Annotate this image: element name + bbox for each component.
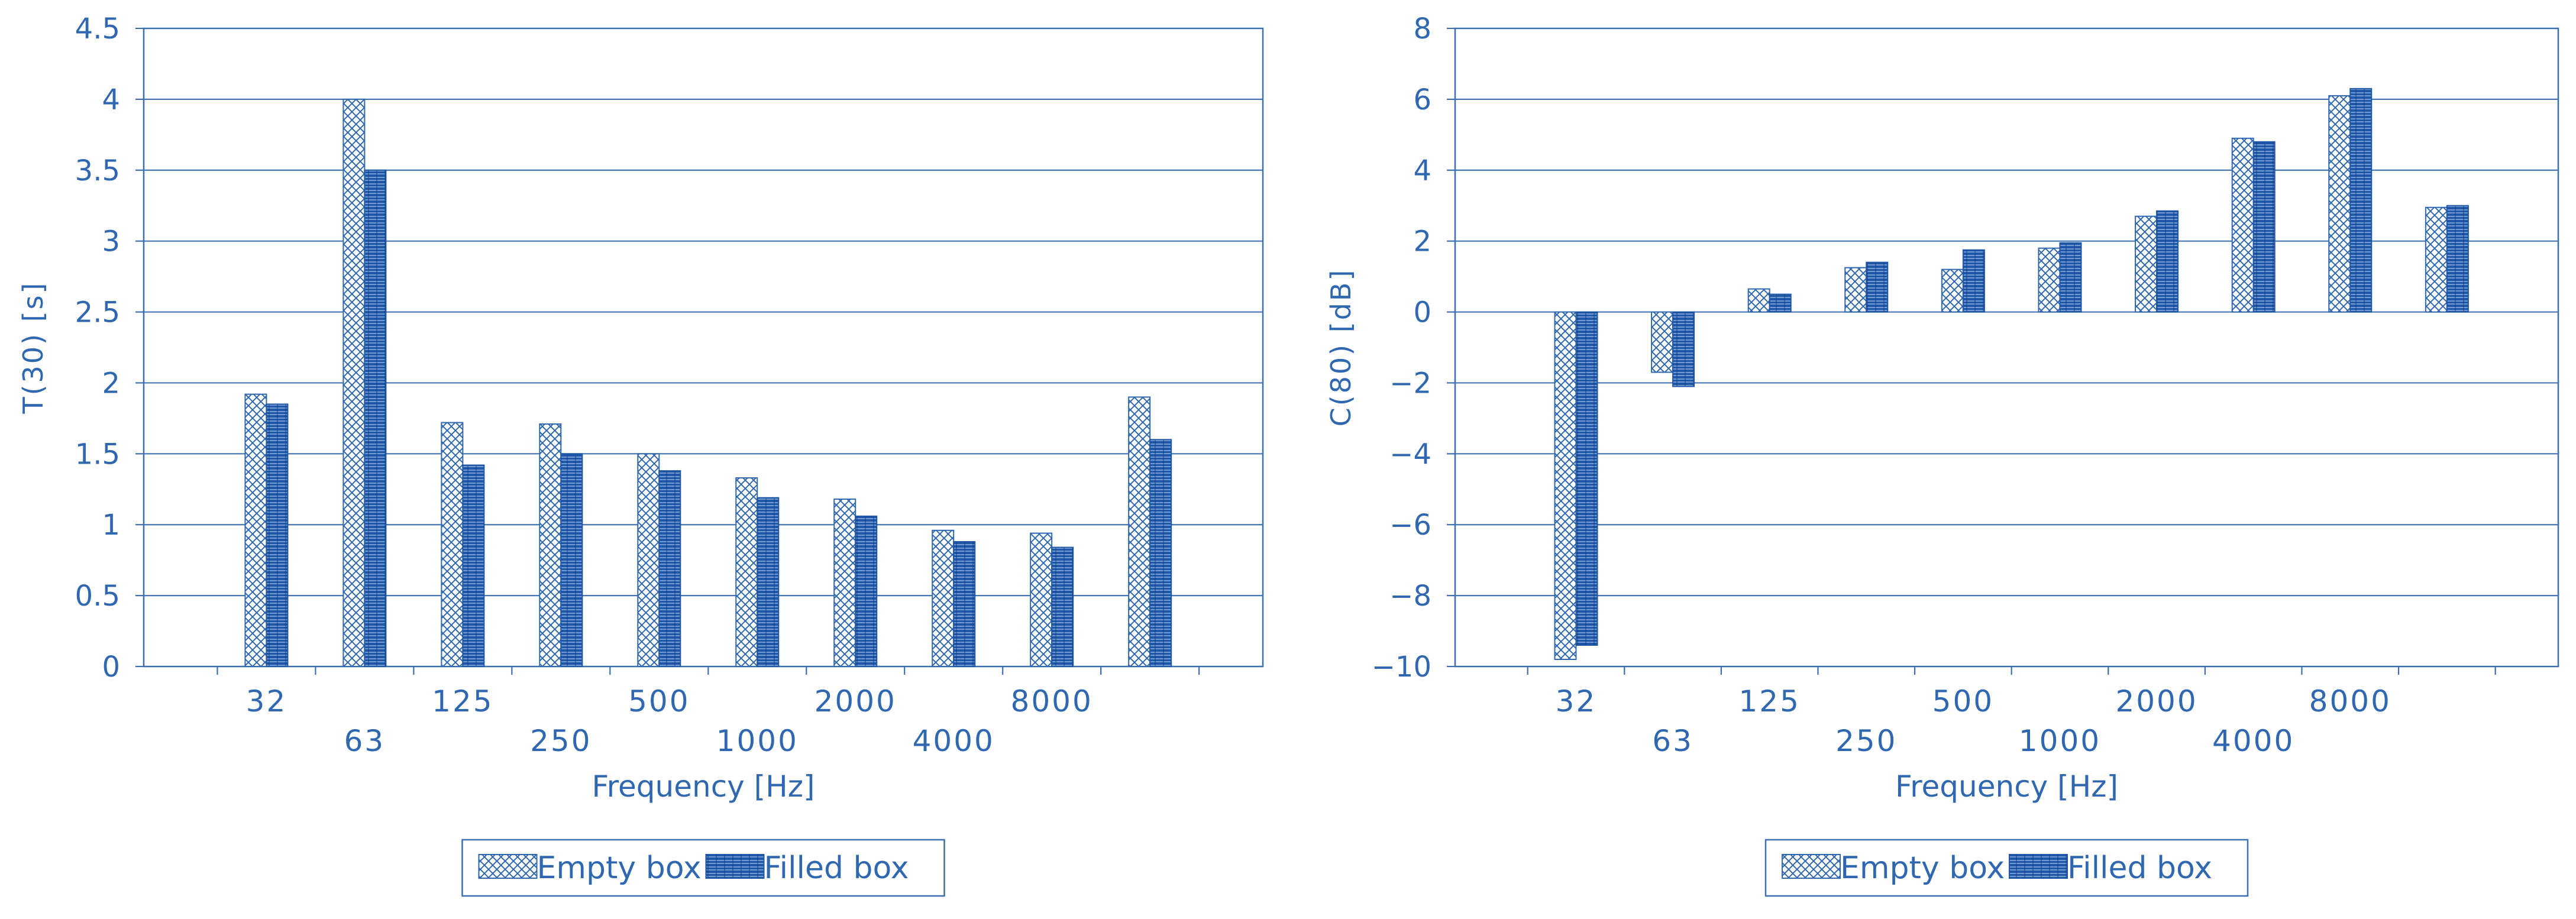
y-tick-label: 0: [1413, 296, 1431, 329]
x-tick-label: 250: [530, 724, 592, 758]
y-tick-label: −8: [1389, 580, 1431, 613]
y-tick-label: −2: [1389, 367, 1431, 400]
bar-filled-box: [1051, 546, 1074, 667]
y-tick-label: 0.5: [75, 580, 120, 613]
y-tick-label: 4: [1413, 154, 1431, 187]
y-tick-label: 3: [102, 225, 120, 258]
legend-swatch-filled-box: [2009, 854, 2068, 879]
x-tick-label: 2000: [2115, 684, 2197, 719]
x-tick-label: 250: [1835, 724, 1897, 758]
y-tick-label: −6: [1389, 509, 1431, 542]
bar-filled-box: [266, 403, 289, 668]
bar-filled-box: [1962, 249, 1985, 313]
bar-empty-box: [2135, 215, 2158, 313]
bar-empty-box: [1554, 311, 1577, 661]
legend-label-filled-box: Filled box: [764, 850, 909, 886]
bar-empty-box: [1128, 396, 1151, 668]
legend: Empty box Filled box: [461, 839, 945, 897]
y-tick-label: 6: [1413, 83, 1431, 117]
bar-filled-box: [1672, 311, 1695, 387]
y-tick-label: 2.5: [75, 296, 120, 329]
bar-empty-box: [539, 423, 562, 667]
plot-frame: [1454, 27, 2559, 668]
bar-empty-box: [735, 477, 758, 668]
legend-swatch-empty-box: [1782, 854, 1841, 879]
y-tick-label: 1.5: [75, 438, 120, 471]
bar-empty-box: [244, 393, 267, 667]
legend: Empty box Filled box: [1764, 839, 2249, 897]
legend-label-empty-box: Empty box: [1840, 850, 2005, 886]
bar-empty-box: [1651, 311, 1674, 373]
x-axis-title: Frequency [Hz]: [1895, 769, 2118, 804]
bar-filled-box: [2349, 88, 2373, 313]
bar-empty-box: [932, 529, 955, 668]
x-tick-label: 500: [1932, 684, 1994, 719]
bar-empty-box: [637, 453, 660, 667]
bar-empty-box: [441, 422, 464, 667]
bar-filled-box: [1575, 311, 1598, 646]
bar-empty-box: [1747, 288, 1770, 313]
bar-empty-box: [1030, 532, 1053, 667]
bar-filled-box: [1769, 293, 1792, 313]
x-tick-label: 32: [1556, 684, 1597, 719]
chart-2: −10 −8 −6 −4 −2 0 2 4 6 8 32 63 125 250 500 1000 2000 400…: [1325, 12, 2559, 897]
bar-filled-box: [1866, 261, 1889, 313]
bar-filled-box: [2059, 242, 2082, 313]
x-tick-label: 2000: [815, 684, 897, 719]
bar-empty-box: [342, 98, 366, 667]
x-axis-title: Frequency [Hz]: [592, 769, 815, 804]
bar-filled-box: [2252, 141, 2276, 313]
bar-empty-box: [1941, 268, 1964, 313]
x-tick-label: 4000: [2212, 724, 2294, 758]
bar-empty-box: [2231, 137, 2254, 313]
legend-label-empty-box: Empty box: [537, 850, 702, 886]
bar-filled-box: [855, 515, 878, 668]
x-tick-label: 500: [628, 684, 690, 719]
x-tick-label: 4000: [913, 724, 995, 758]
bar-empty-box: [1844, 267, 1867, 313]
x-tick-label: 1000: [716, 724, 799, 758]
y-axis-title: C(80) [dB]: [1325, 268, 1357, 427]
chart-1: 0 0.5 1 1.5 2 2.5 3 3.5 4 4.5 32 63 125 250 500 1000 200…: [17, 12, 1264, 897]
y-tick-label: −4: [1389, 438, 1431, 471]
bar-filled-box: [364, 169, 387, 667]
x-tick-label: 8000: [2309, 684, 2391, 719]
y-tick-label: 3.5: [75, 154, 120, 187]
x-tick-label: 8000: [1011, 684, 1093, 719]
plot-frame: [143, 27, 1264, 668]
legend-box: [1764, 839, 2249, 897]
bar-empty-box: [2425, 206, 2448, 313]
bar-filled-box: [560, 453, 583, 667]
bar-filled-box: [2156, 210, 2179, 313]
x-tick-label: 1000: [2019, 724, 2101, 758]
y-tick-label: 0: [102, 651, 120, 684]
x-tick-label: 125: [432, 684, 493, 719]
y-tick-label: 4.5: [75, 12, 120, 46]
bar-empty-box: [2328, 95, 2351, 313]
legend-box: [461, 839, 945, 897]
y-tick-label: 2: [1413, 225, 1431, 258]
y-tick-label: 4: [102, 83, 120, 117]
bar-empty-box: [2038, 247, 2061, 313]
y-tick-label: −10: [1372, 651, 1431, 684]
y-axis-title: T(30) [s]: [17, 281, 49, 414]
bar-empty-box: [833, 499, 856, 667]
bar-filled-box: [953, 541, 976, 667]
bar-filled-box: [757, 497, 780, 667]
bar-filled-box: [658, 470, 681, 668]
x-tick-label: 32: [246, 684, 287, 719]
bar-filled-box: [2446, 205, 2469, 313]
legend-swatch-filled-box: [705, 854, 765, 879]
y-tick-label: 8: [1413, 12, 1431, 46]
y-tick-label: 2: [102, 367, 120, 400]
legend-label-filled-box: Filled box: [2067, 850, 2212, 886]
bar-filled-box: [1149, 439, 1172, 667]
x-tick-label: 63: [344, 724, 386, 758]
y-tick-label: 1: [102, 509, 120, 542]
legend-swatch-empty-box: [478, 854, 538, 879]
x-tick-label: 63: [1652, 724, 1693, 758]
bar-filled-box: [462, 464, 485, 667]
x-tick-label: 125: [1738, 684, 1800, 719]
